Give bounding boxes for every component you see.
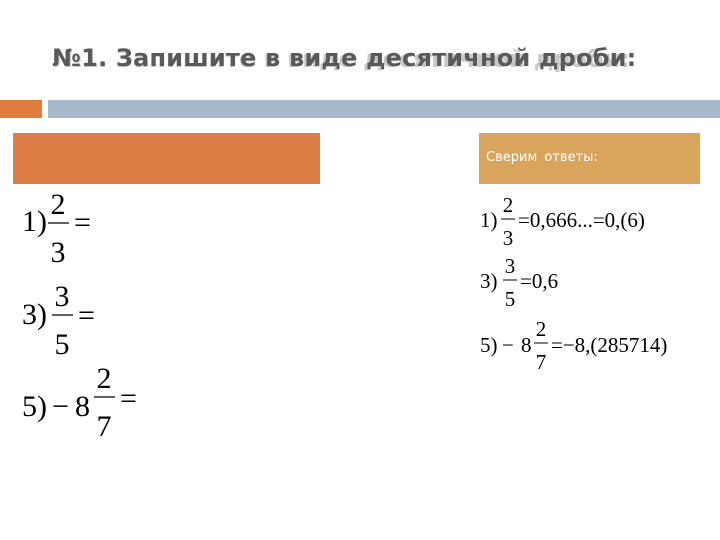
task-3-sign: − [52,390,69,423]
task-1-equals: = [74,206,91,239]
tasks-math: 1) 2 3 = 3) 3 5 = 5) − 8 2 7 = [22,188,137,443]
slide-title: №1. Запишите в виде десятичной дроби: [52,44,637,72]
task-3: 5) − 8 2 7 = [22,362,137,443]
task-2: 3) 3 5 = [22,280,95,361]
task-1-number: 1) [22,205,47,238]
answer-2-number: 3) [480,269,498,293]
task-3-denominator: 7 [97,410,112,443]
task-3-equals: = [120,382,137,415]
answer-3-whole: 8 [521,333,532,357]
accent-bar-orange [0,100,42,118]
answer-1-result: =0,666...=0,(6) [518,208,645,232]
task-3-whole: 8 [75,390,90,423]
task-2-denominator: 5 [55,328,70,361]
answer-1: 1) 2 3 =0,666...=0,(6) [480,193,645,250]
answer-3-sign: − [502,333,514,357]
accent-bar-blue [48,100,720,118]
answer-3: 5) − 8 2 7 =−8,(285714) [480,317,667,374]
answer-3-result: =−8,(285714) [551,333,667,357]
answers-header-box [479,133,700,184]
task-3-number: 5) [22,390,47,423]
slide-title-shadow: №1. Запишите в виде десятичной дроби: [53,45,631,73]
task-1: 1) 2 3 = [22,188,91,269]
task-2-numerator: 3 [55,280,70,313]
task-2-number: 3) [22,298,47,331]
answers-math: 1) 2 3 =0,666...=0,(6) 3) 3 5 =0,6 5) − … [480,193,667,374]
answer-1-denominator: 3 [503,226,514,250]
task-2-equals: = [78,299,95,332]
answer-1-numerator: 2 [503,193,514,217]
task-1-denominator: 3 [51,236,66,269]
answer-3-numerator: 2 [536,317,547,341]
answers-header-label: Сверим ответы: [486,150,598,165]
task-1-numerator: 2 [51,188,66,221]
answer-1-number: 1) [480,208,498,232]
tasks-header-box [13,133,320,184]
answer-2: 3) 3 5 =0,6 [480,254,558,311]
answer-3-number: 5) [480,333,498,357]
task-3-numerator: 2 [97,362,112,395]
answer-2-denominator: 5 [505,287,516,311]
answer-3-denominator: 7 [536,350,547,374]
answer-2-numerator: 3 [505,254,516,278]
answer-2-result: =0,6 [520,269,558,293]
